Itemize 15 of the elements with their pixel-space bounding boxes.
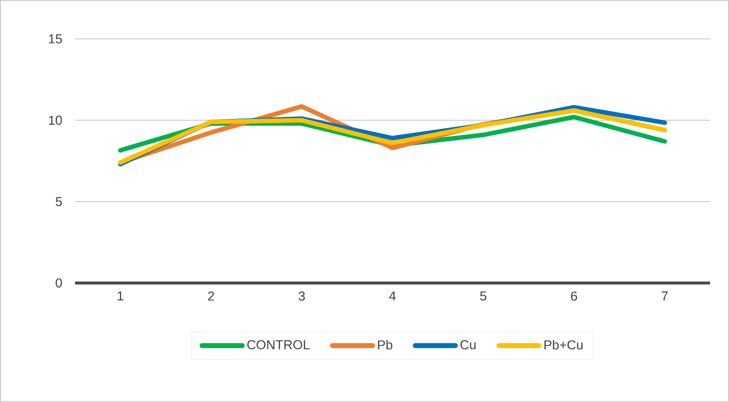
legend-label: Pb+Cu bbox=[544, 340, 583, 350]
y-tick-label: 15 bbox=[48, 34, 62, 44]
legend-label: Cu bbox=[460, 340, 476, 350]
legend-label: Pb bbox=[378, 340, 392, 350]
x-tick-label: 1 bbox=[118, 292, 124, 300]
x-tick-label: 4 bbox=[389, 292, 396, 300]
y-tick-label: 10 bbox=[48, 116, 62, 125]
y-tick-label: 5 bbox=[56, 197, 62, 206]
x-tick-label: 5 bbox=[480, 292, 486, 301]
x-tick-label: 6 bbox=[571, 292, 578, 301]
x-tick-label: 2 bbox=[208, 292, 214, 301]
x-tick-label: 7 bbox=[662, 292, 668, 300]
y-tick-label: 0 bbox=[56, 278, 62, 288]
x-tick-label: 3 bbox=[298, 292, 305, 301]
legend-label: CONTROL bbox=[247, 340, 310, 350]
